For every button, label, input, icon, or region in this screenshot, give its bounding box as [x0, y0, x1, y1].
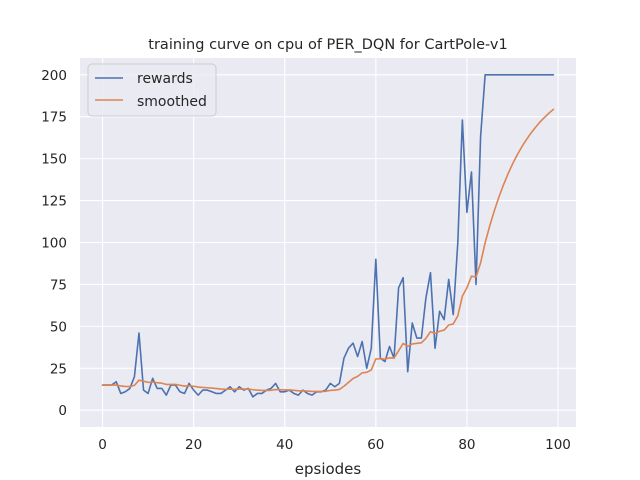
y-tick-label: 100 — [41, 236, 67, 252]
legend-label-smoothed: smoothed — [137, 94, 207, 110]
legend-label-rewards: rewards — [137, 71, 193, 87]
chart-title: training curve on cpu of PER_DQN for Car… — [148, 37, 507, 53]
y-tick-label: 150 — [41, 152, 67, 168]
x-axis-label: epsiodes — [295, 460, 362, 478]
x-tick-label: 0 — [98, 437, 107, 453]
x-tick-label: 100 — [545, 437, 571, 453]
y-tick-label: 25 — [50, 361, 67, 377]
legend: rewards smoothed — [87, 63, 217, 117]
y-tick-label: 0 — [58, 403, 67, 419]
y-tick-label: 200 — [41, 68, 67, 84]
series-line-smoothed — [101, 108, 555, 393]
grid-lines — [80, 58, 576, 427]
y-tick-label: 175 — [41, 110, 67, 126]
y-tick-label: 75 — [50, 277, 67, 293]
x-tick-label: 60 — [367, 437, 384, 453]
series-line-rewards — [101, 73, 555, 398]
y-tick-label: 50 — [50, 319, 67, 335]
x-axis-ticks: 0 20 40 60 80 100 — [98, 437, 571, 453]
x-tick-label: 80 — [458, 437, 475, 453]
legend-box — [87, 63, 217, 117]
x-tick-label: 40 — [276, 437, 293, 453]
series-lines — [101, 73, 555, 398]
y-axis-ticks: 0 25 50 75 100 125 150 175 200 — [41, 68, 67, 419]
x-tick-label: 20 — [185, 437, 202, 453]
y-tick-label: 125 — [41, 194, 67, 210]
